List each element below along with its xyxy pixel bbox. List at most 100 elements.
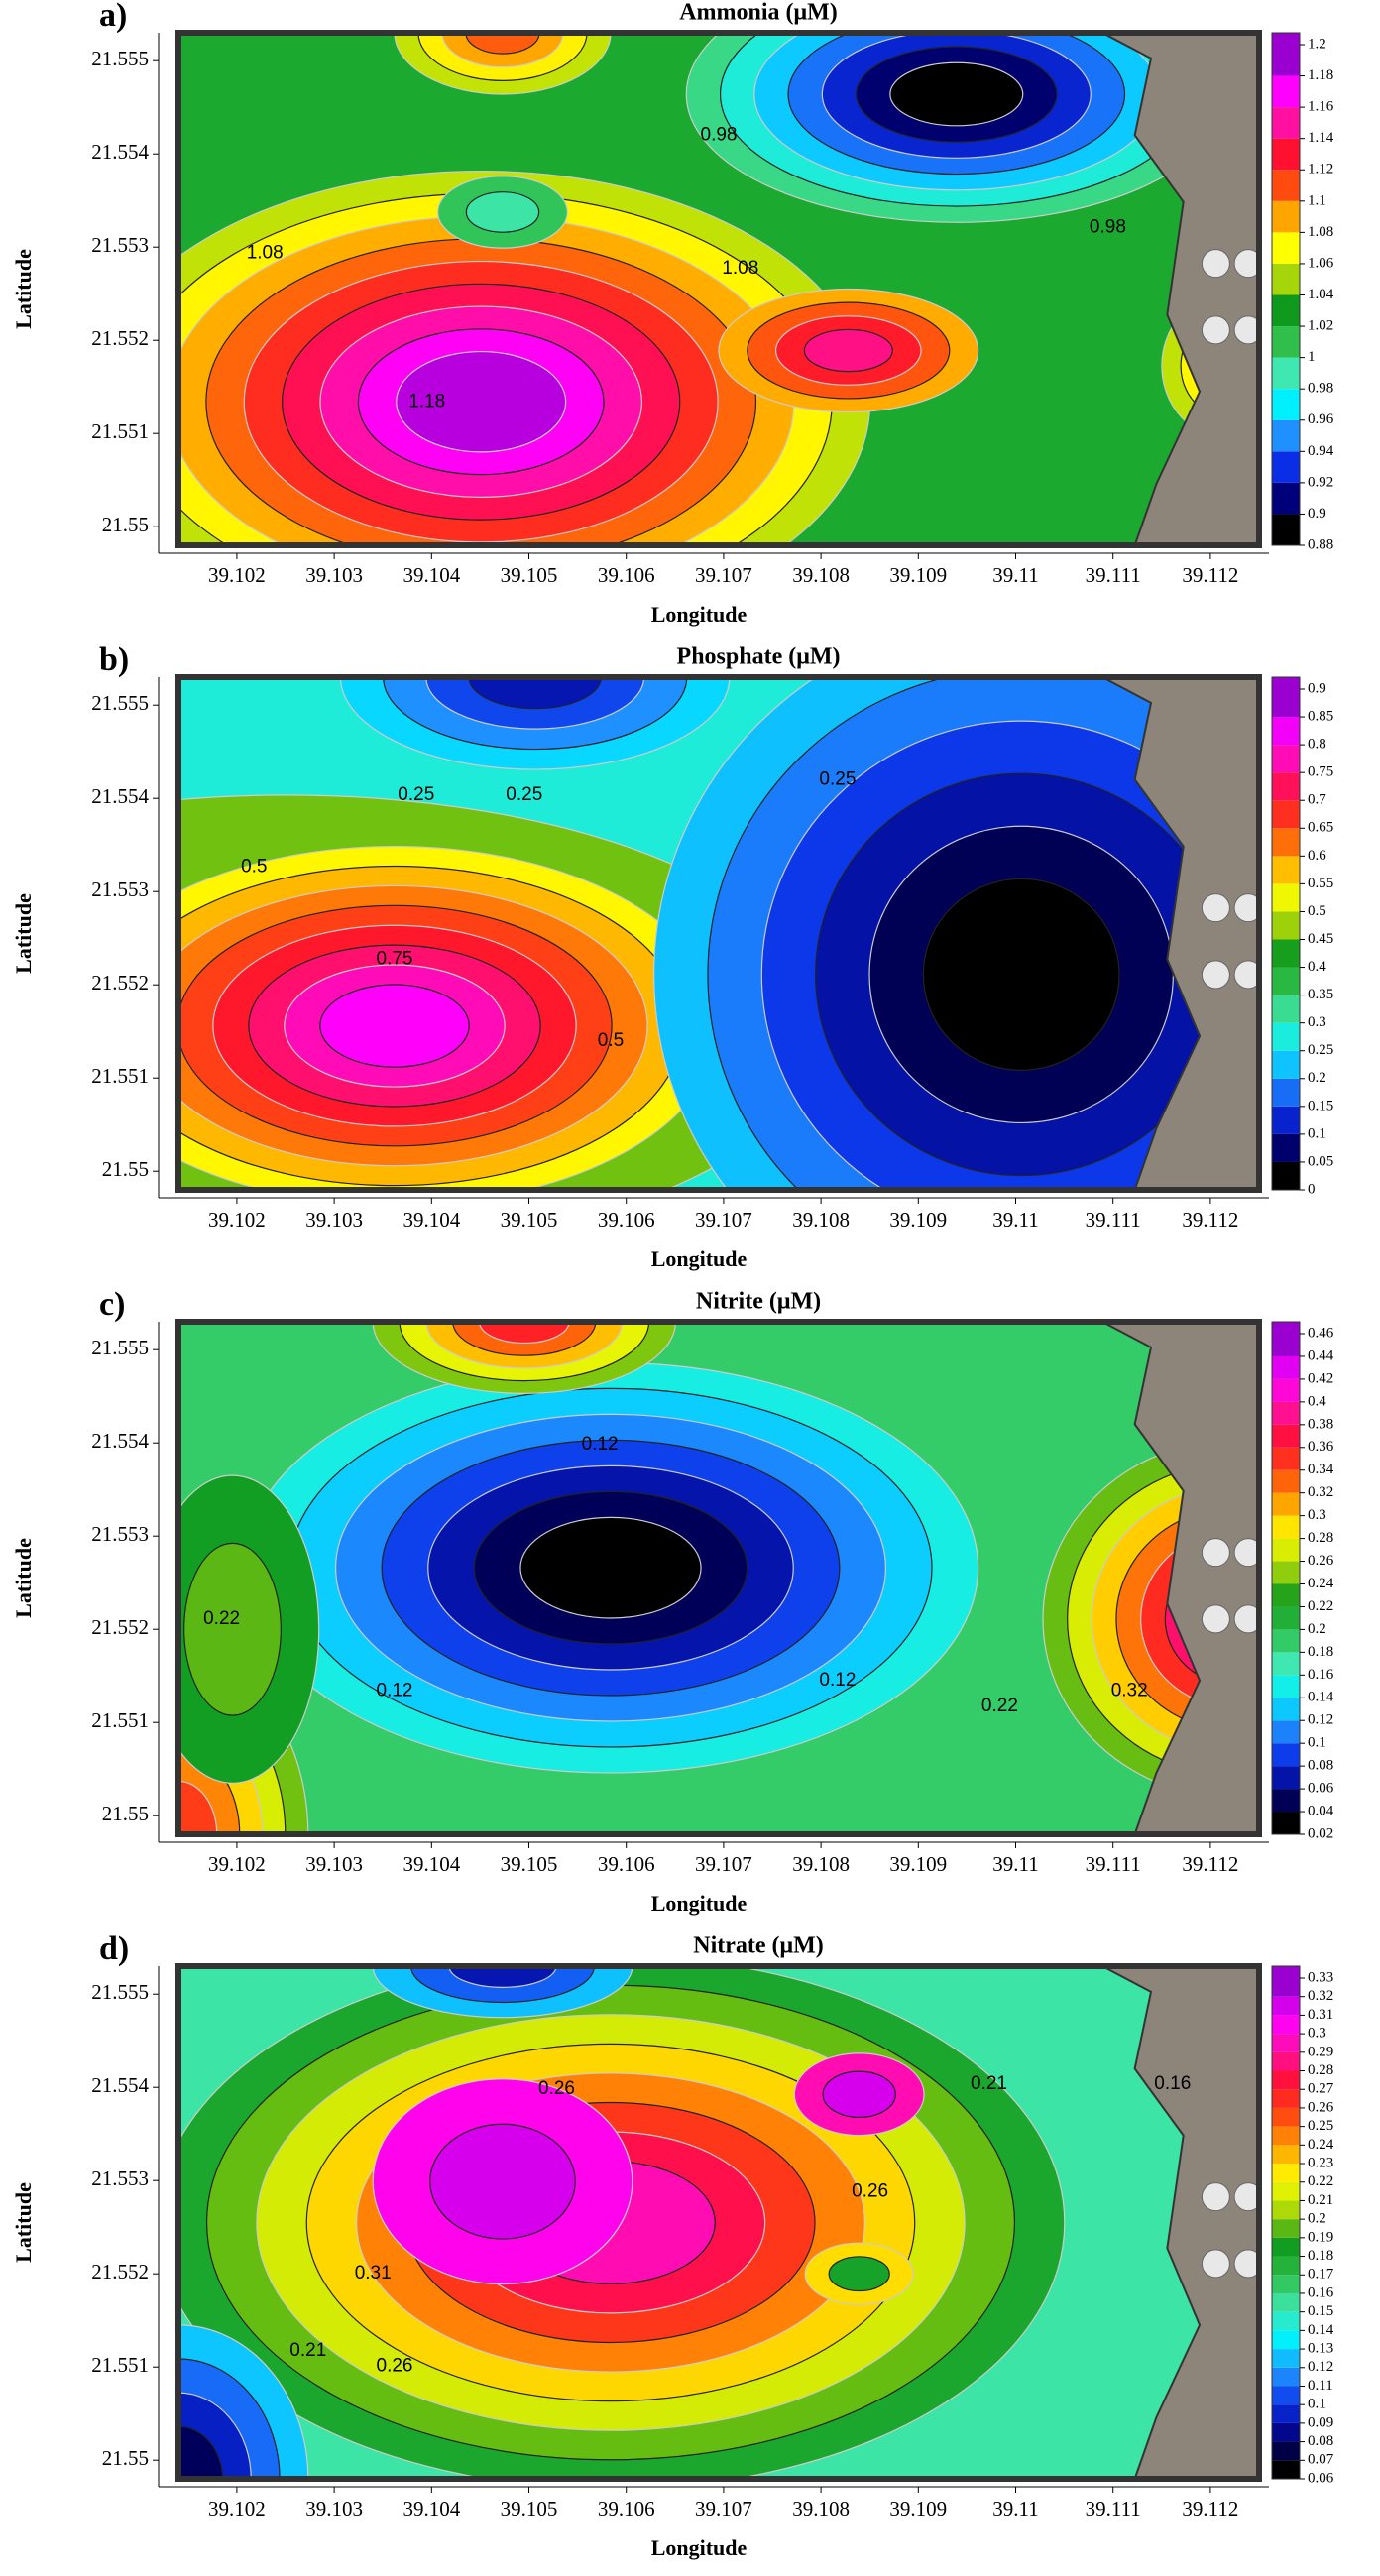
contour-field [178, 1322, 1259, 1834]
colorbar-tick-label: 0.9 [1308, 680, 1326, 696]
colorbar-segment [1272, 2051, 1300, 2071]
colorbar-segment [1272, 326, 1300, 358]
contour-label: 0.5 [598, 1030, 624, 1051]
tank [1201, 893, 1230, 923]
colorbar-tick-label: 0 [1308, 1181, 1316, 1197]
colorbar-tick-label: 0.28 [1308, 1530, 1333, 1546]
x-tick-label: 39.108 [792, 2497, 850, 2520]
x-tick-label: 39.108 [792, 563, 850, 587]
tank [1201, 2182, 1230, 2212]
contour-band [828, 2256, 890, 2292]
colorbar-tick-label: 0.04 [1308, 1803, 1334, 1818]
contour-label: 1.18 [408, 391, 445, 411]
colorbar-segment [1272, 2126, 1300, 2146]
colorbar-segment [1272, 2275, 1300, 2293]
colorbar-segment [1272, 1606, 1300, 1630]
contour-field [178, 33, 1259, 545]
colorbar-tick-label: 0.2 [1308, 1070, 1326, 1086]
contour-band [922, 878, 1120, 1071]
colorbar-segment [1272, 2441, 1300, 2461]
colorbar-tick-label: 0.25 [1308, 1042, 1333, 1058]
contour-band [319, 984, 470, 1068]
colorbar-tick-label: 0.27 [1308, 2081, 1334, 2097]
tank [1233, 1604, 1259, 1634]
colorbar-tick-label: 0.06 [1308, 1781, 1334, 1797]
colorbar-segment [1272, 800, 1300, 829]
colorbar-tick-label: 1.14 [1308, 130, 1334, 146]
colorbar-tick-label: 0.16 [1308, 2284, 1334, 2300]
colorbar-frame [1271, 1965, 1301, 2480]
x-tick-label: 39.103 [305, 1208, 363, 1231]
x-tick-label: 39.112 [1182, 1208, 1238, 1231]
tank [1233, 960, 1259, 990]
colorbar-tick-label: 0.21 [1308, 2192, 1333, 2208]
contour-label: 0.25 [506, 784, 542, 805]
colorbar-segment [1272, 1583, 1300, 1607]
colorbar-tick-label: 0.88 [1308, 536, 1333, 552]
x-tick-label: 39.11 [992, 1208, 1038, 1231]
tank [1233, 893, 1259, 923]
contour-band [479, 1322, 570, 1345]
colorbar-segment [1272, 1355, 1300, 1379]
colorbar-segment [1272, 772, 1300, 801]
x-tick-label: 39.111 [1086, 563, 1141, 587]
colorbar-segment [1272, 2200, 1300, 2220]
colorbar-tick-label: 0.22 [1308, 2173, 1333, 2189]
colorbar-tick-label: 0.2 [1308, 1621, 1326, 1637]
colorbar-cap [1272, 1322, 1300, 1334]
colorbar-segment [1272, 1652, 1300, 1676]
x-tick-label: 39.105 [501, 563, 558, 587]
colorbar-segment [1272, 1078, 1300, 1107]
colorbar-segment [1272, 294, 1300, 327]
contour-label: 0.12 [377, 1680, 413, 1700]
colorbar-frame [1271, 32, 1301, 546]
tank [1233, 1538, 1259, 1568]
colorbar-segment [1272, 1538, 1300, 1562]
colorbar-frame [1271, 676, 1301, 1191]
y-tick-label: 21.555 [91, 691, 149, 715]
colorbar-segment [1272, 45, 1300, 76]
y-tick-label: 21.55 [102, 1802, 149, 1825]
colorbar-tick-label: 0.24 [1308, 2137, 1334, 2153]
colorbar-tick-label: 0.12 [1308, 1712, 1333, 1728]
colorbar-segment [1272, 2107, 1300, 2127]
x-axis-label: Longitude [651, 1246, 748, 1271]
y-tick-label: 21.555 [91, 1980, 149, 2004]
contour-label: 0.25 [398, 784, 434, 805]
x-tick-label: 39.103 [305, 563, 363, 587]
contour-band [429, 2123, 576, 2240]
contour-label: 0.26 [538, 2078, 575, 2099]
colorbar-tick-label: 0.08 [1308, 1758, 1333, 1774]
colorbar-segment [1272, 967, 1300, 995]
colorbar-segment [1272, 2070, 1300, 2090]
contour-label: 0.98 [701, 124, 738, 145]
colorbar-tick-label: 0.26 [1308, 2099, 1334, 2115]
colorbar-segment [1272, 389, 1300, 420]
colorbar-tick-label: 0.31 [1308, 2007, 1333, 2023]
x-tick-label: 39.109 [889, 1852, 947, 1876]
colorbar-segment [1272, 1492, 1300, 1516]
tank [1233, 249, 1259, 279]
colorbar-segment [1272, 107, 1300, 139]
colorbar-segment [1272, 1996, 1300, 2016]
chart-title: Phosphate (μM) [677, 644, 841, 670]
x-tick-label: 39.108 [792, 1852, 850, 1876]
plot-frame [175, 30, 1262, 548]
colorbar-tick-label: 0.98 [1308, 381, 1333, 397]
x-tick-label: 39.102 [208, 2497, 266, 2520]
colorbar-segment [1272, 1469, 1300, 1493]
panel-label: b) [99, 642, 129, 678]
colorbar-tick-label: 0.4 [1308, 1393, 1326, 1409]
colorbar-tick-label: 0.07 [1308, 2452, 1334, 2468]
colorbar-tick-label: 0.65 [1308, 820, 1333, 836]
colorbar-segment [1272, 883, 1300, 912]
colorbar-segment [1272, 2404, 1300, 2423]
panel-label: c) [99, 1286, 125, 1323]
panel: c) Nitrite (μM) 0.12 0.12 0.12 0.22 0.22 0.32 39… [11, 1286, 1334, 1916]
contour-band [183, 1542, 282, 1716]
x-tick-label: 39.11 [992, 1852, 1038, 1876]
x-tick-label: 39.11 [992, 2497, 1038, 2520]
x-tick-label: 39.102 [208, 563, 266, 587]
x-tick-label: 39.111 [1086, 1852, 1141, 1876]
colorbar-segment [1272, 1561, 1300, 1584]
